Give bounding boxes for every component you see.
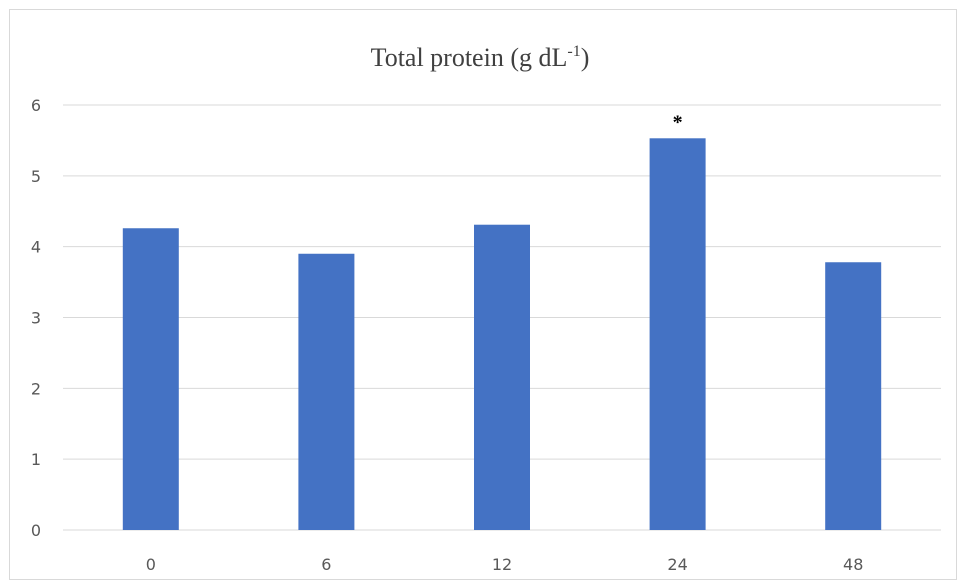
- y-tick-label: 6: [31, 96, 41, 115]
- y-tick-label: 5: [31, 167, 41, 186]
- y-tick-label: 0: [31, 521, 41, 540]
- y-tick-label: 3: [31, 309, 41, 328]
- y-tick-label: 1: [31, 450, 41, 469]
- x-axis-ticks: 0 6 12 24 48: [146, 555, 864, 574]
- bar-24: [649, 138, 706, 530]
- chart-title-main: Total protein (g dL: [371, 43, 568, 72]
- significance-marker: *: [673, 111, 683, 133]
- y-tick-label: 2: [31, 379, 41, 398]
- x-tick-label: 24: [667, 555, 687, 574]
- bar-12: [474, 224, 530, 531]
- chart-title-superscript: -1: [567, 43, 580, 60]
- bar-6: [298, 253, 355, 530]
- x-tick-label: 6: [321, 555, 331, 574]
- x-tick-label: 0: [146, 555, 156, 574]
- annotations: *: [673, 111, 683, 133]
- bar-48: [825, 262, 882, 530]
- y-axis-ticks: 0 1 2 3 4 5 6: [31, 96, 41, 540]
- bar-0: [122, 228, 179, 530]
- chart-title-suffix: ): [581, 43, 590, 72]
- x-tick-label: 48: [843, 555, 863, 574]
- chart-title: Total protein (g dL-1): [371, 43, 590, 72]
- y-tick-label: 4: [31, 238, 41, 257]
- bars: [122, 138, 882, 531]
- x-tick-label: 12: [492, 555, 512, 574]
